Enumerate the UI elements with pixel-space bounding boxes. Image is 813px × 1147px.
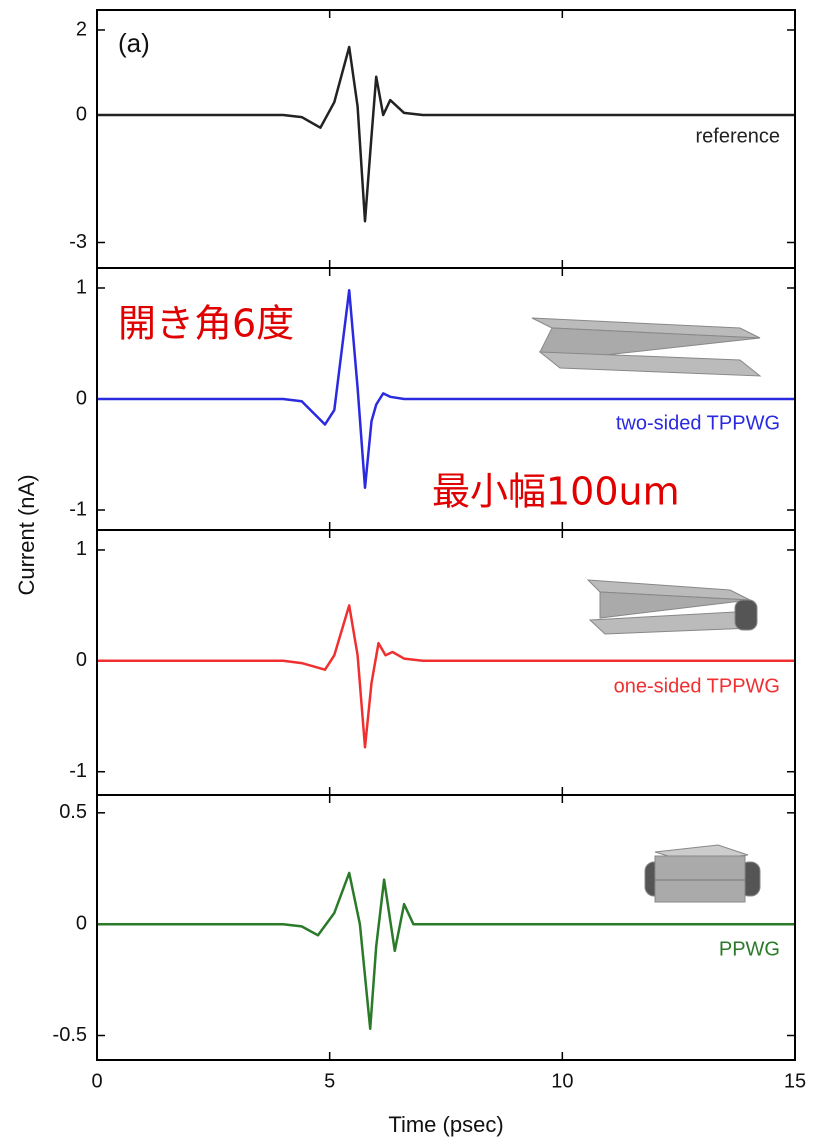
- x-tick-label: 0: [91, 1070, 102, 1092]
- icon-one-sided: [586, 579, 758, 635]
- y-tick-label: 0.5: [59, 801, 87, 823]
- y-tick-label: 1: [76, 276, 87, 298]
- series-label: two-sided TPPWG: [616, 412, 780, 434]
- y-tick-label: -1: [69, 498, 87, 520]
- x-axis-label: Time (psec): [388, 1112, 503, 1137]
- annotation: (a): [118, 28, 150, 58]
- line: [97, 604, 795, 749]
- annotation: 最小幅100um: [432, 470, 680, 514]
- series-label: one-sided TPPWG: [614, 675, 780, 697]
- x-tick-label: 5: [324, 1070, 335, 1092]
- line: [97, 871, 795, 1031]
- icon-ppwg: [644, 844, 761, 903]
- line: [97, 45, 795, 223]
- panel-frame: [96, 794, 796, 1061]
- y-tick-label: -0.5: [53, 1024, 87, 1046]
- panel-frame: [96, 9, 796, 269]
- y-tick-label: 0: [76, 387, 87, 409]
- y-tick-label: -1: [69, 760, 87, 782]
- line: [97, 288, 795, 490]
- y-axis-label: Current (nA): [14, 474, 39, 595]
- y-tick-label: 0: [76, 912, 87, 934]
- icon-two-sided: [531, 317, 762, 377]
- annotation: 開き角6度: [118, 302, 294, 346]
- series-label: PPWG: [719, 938, 780, 960]
- y-tick-label: 0: [76, 103, 87, 125]
- y-tick-label: 1: [76, 538, 87, 560]
- y-tick-label: 0: [76, 649, 87, 671]
- x-tick-label: 15: [784, 1070, 806, 1092]
- x-tick-label: 10: [551, 1070, 573, 1092]
- y-tick-label: 2: [76, 18, 87, 40]
- series-label: reference: [696, 125, 781, 147]
- panel-frame: [96, 529, 796, 796]
- y-tick-label: -3: [69, 231, 87, 253]
